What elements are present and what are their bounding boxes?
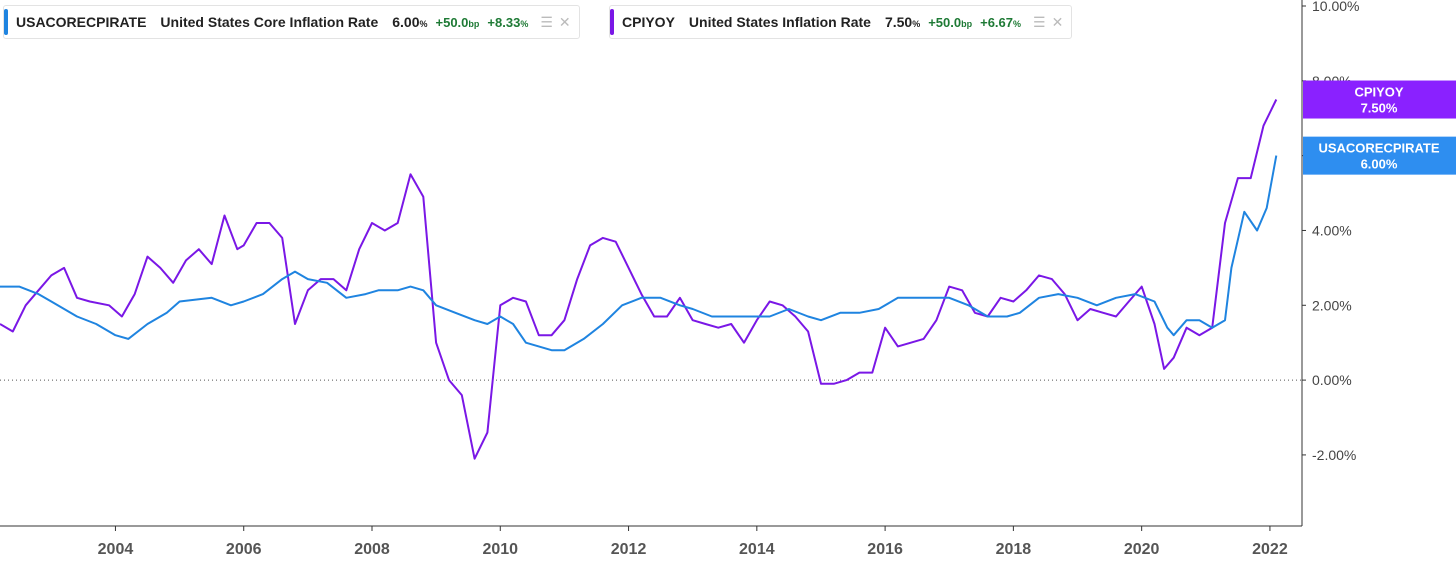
- x-tick-label: 2022: [1252, 541, 1288, 558]
- legend-color-bar: [610, 9, 614, 35]
- legend-card-cpi[interactable]: CPIYOY United States Inflation Rate 7.50…: [609, 5, 1073, 39]
- x-tick-label: 2012: [611, 541, 647, 558]
- value-flag-bg: [1303, 136, 1456, 175]
- legend-change-pct: +6.67%: [980, 14, 1022, 30]
- x-tick-label: 2014: [739, 541, 775, 558]
- legend-change-pct: +8.33%: [487, 14, 529, 30]
- y-tick-label: 0.00%: [1312, 372, 1352, 388]
- y-tick-label: -2.00%: [1312, 447, 1356, 463]
- legend-value: 6.00%: [392, 14, 428, 30]
- layers-icon[interactable]: ☰: [1033, 13, 1046, 30]
- legend-color-bar: [4, 9, 8, 35]
- x-tick-label: 2004: [98, 541, 134, 558]
- legend-change-bp: +50.0bp: [928, 14, 973, 30]
- series-line-cpiyoy: [0, 99, 1278, 460]
- value-flag-label: USACORECPIRATE: [1318, 141, 1439, 156]
- value-flag-value: 7.50%: [1361, 101, 1398, 116]
- legend-ticker: CPIYOY: [622, 14, 675, 30]
- close-icon[interactable]: ✕: [1051, 13, 1064, 30]
- legend-change-bp: +50.0bp: [435, 14, 480, 30]
- x-tick-label: 2006: [226, 541, 262, 558]
- legend-ticker: USACORECPIRATE: [16, 14, 147, 30]
- y-tick-label: 4.00%: [1312, 222, 1352, 238]
- x-tick-label: 2018: [996, 541, 1032, 558]
- x-tick-label: 2020: [1124, 541, 1160, 558]
- legend-series-name: United States Inflation Rate: [688, 14, 871, 30]
- layers-icon[interactable]: ☰: [540, 13, 553, 30]
- y-tick-label: 2.00%: [1312, 297, 1352, 313]
- close-icon[interactable]: ✕: [558, 13, 571, 30]
- legend-series-name: United States Core Inflation Rate: [160, 14, 379, 30]
- y-tick-label: 10.00%: [1312, 0, 1359, 14]
- legend-card-core[interactable]: USACORECPIRATE United States Core Inflat…: [3, 5, 580, 39]
- legend-value: 7.50%: [884, 14, 921, 30]
- x-tick-label: 2010: [482, 541, 518, 558]
- x-tick-label: 2008: [354, 541, 390, 558]
- value-flag-bg: [1303, 80, 1456, 119]
- x-tick-label: 2016: [867, 541, 903, 558]
- value-flag-value: 6.00%: [1361, 157, 1398, 172]
- series-line-usacorecpirate: [0, 155, 1278, 352]
- value-flag-label: CPIYOY: [1354, 85, 1403, 100]
